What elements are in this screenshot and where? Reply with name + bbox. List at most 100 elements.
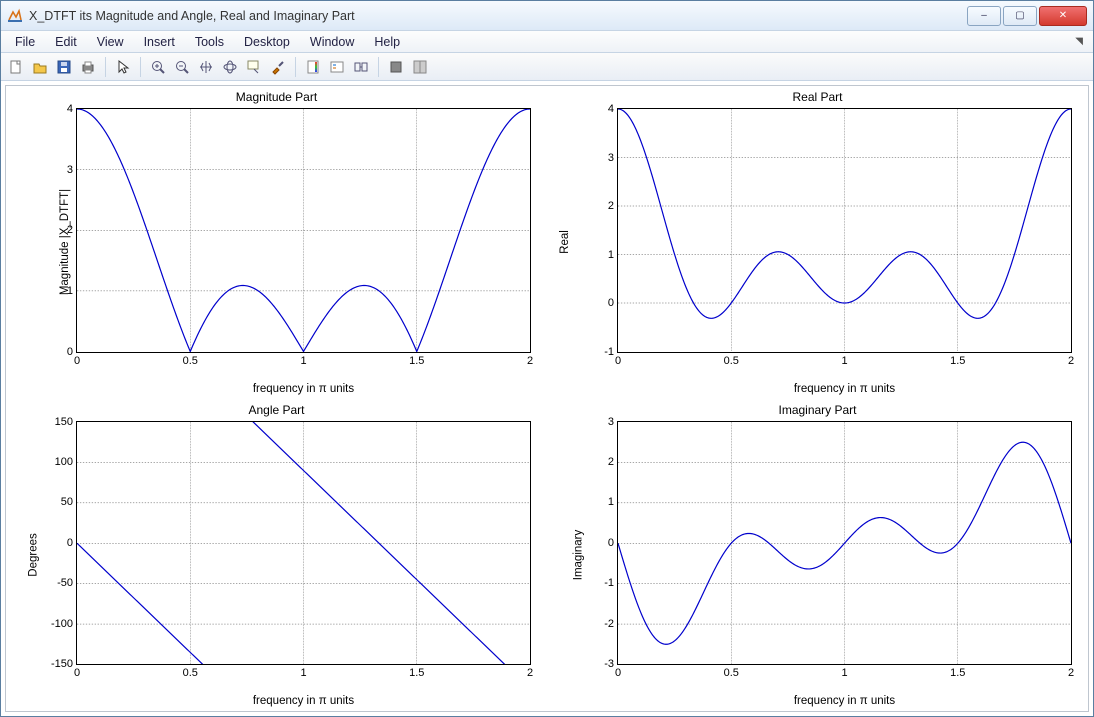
xtick-label: 1	[300, 355, 306, 367]
xtick-label: 0	[74, 667, 80, 679]
ylabel: Degrees	[28, 533, 40, 576]
ytick-label: 3	[67, 164, 73, 176]
menu-tools[interactable]: Tools	[187, 33, 232, 51]
pan-icon[interactable]	[197, 58, 215, 76]
gridlines	[618, 109, 1071, 352]
subplot-imaginary: Imaginary PartImaginaryfrequency in π un…	[547, 399, 1088, 712]
plot-svg	[77, 109, 530, 352]
ytick-label: 0	[67, 346, 73, 358]
xtick-label: 0	[615, 355, 621, 367]
gridlines	[77, 109, 530, 352]
ytick-label: 2	[608, 200, 614, 212]
pointer-icon[interactable]	[114, 58, 132, 76]
ytick-label: 4	[608, 103, 614, 115]
menubar: File Edit View Insert Tools Desktop Wind…	[1, 31, 1093, 53]
insert-colorbar-icon[interactable]	[304, 58, 322, 76]
brush-icon[interactable]	[269, 58, 287, 76]
ytick-label: 0	[608, 537, 614, 549]
plot-svg	[618, 422, 1071, 665]
menu-desktop[interactable]: Desktop	[236, 33, 298, 51]
xtick-label: 1.5	[950, 667, 965, 679]
xtick-label: 2	[1068, 667, 1074, 679]
figure-window: X_DTFT its Magnitude and Angle, Real and…	[0, 0, 1094, 717]
ytick-label: 4	[67, 103, 73, 115]
plot-svg	[618, 109, 1071, 352]
save-icon[interactable]	[55, 58, 73, 76]
subplot-title: Real Part	[547, 90, 1088, 104]
menu-edit[interactable]: Edit	[47, 33, 85, 51]
ytick-label: 2	[67, 224, 73, 236]
xtick-label: 0.5	[183, 667, 198, 679]
xtick-label: 0.5	[183, 355, 198, 367]
xtick-label: 2	[527, 355, 533, 367]
show-plot-tools-icon[interactable]	[411, 58, 429, 76]
ytick-label: -1	[604, 577, 614, 589]
toolbar-separator	[140, 57, 141, 77]
plot-svg	[77, 422, 530, 665]
ylabel: Magnitude |X_DTFT|	[59, 189, 71, 295]
titlebar[interactable]: X_DTFT its Magnitude and Angle, Real and…	[1, 1, 1093, 31]
xtick-label: 0	[615, 667, 621, 679]
open-file-icon[interactable]	[31, 58, 49, 76]
subplot-angle: Angle Part Degrees frequency in π units -1…	[6, 399, 547, 712]
xtick-label: 1	[300, 667, 306, 679]
xtick-label: 1.5	[409, 355, 424, 367]
axes[interactable]: -3-2-1012300.511.52	[617, 421, 1072, 666]
new-file-icon[interactable]	[7, 58, 25, 76]
insert-legend-icon[interactable]	[328, 58, 346, 76]
xtick-label: 1	[841, 355, 847, 367]
toolbar-separator	[378, 57, 379, 77]
menu-window[interactable]: Window	[302, 33, 362, 51]
minimize-button[interactable]: –	[967, 6, 1001, 26]
xtick-label: 0.5	[724, 667, 739, 679]
menu-view[interactable]: View	[89, 33, 132, 51]
toolbar	[1, 53, 1093, 81]
subplot-title: Angle Part	[6, 403, 547, 417]
ytick-label: -3	[604, 658, 614, 670]
ytick-label: 0	[608, 297, 614, 309]
zoom-out-icon[interactable]	[173, 58, 191, 76]
ytick-label: 3	[608, 152, 614, 164]
xlabel: frequency in π units	[76, 695, 531, 707]
axes[interactable]: -150-100-5005010015000.511.52	[76, 421, 531, 666]
rotate3d-icon[interactable]	[221, 58, 239, 76]
subplot-title: Magnitude Part	[6, 90, 547, 104]
xlabel: frequency in π units	[617, 695, 1072, 707]
menu-file[interactable]: File	[7, 33, 43, 51]
toolbar-separator	[295, 57, 296, 77]
xtick-label: 0	[74, 355, 80, 367]
xlabel: frequency in π units	[617, 383, 1072, 395]
ytick-label: 1	[608, 249, 614, 261]
gridlines	[77, 422, 530, 665]
data-cursor-icon[interactable]	[245, 58, 263, 76]
ytick-label: 1	[608, 496, 614, 508]
ytick-label: 100	[55, 456, 73, 468]
zoom-in-icon[interactable]	[149, 58, 167, 76]
figure-area: Magnitude Part Magnitude |X_DTFT| frequenc…	[5, 85, 1089, 712]
window-controls: – ▢ ✕	[965, 6, 1087, 26]
subplot-real: Real PartRealfrequency in π units -10123…	[547, 86, 1088, 399]
axes[interactable]: 0123400.511.52	[76, 108, 531, 353]
xtick-label: 1	[841, 667, 847, 679]
subplot-title: Imaginary Part	[547, 403, 1088, 417]
toolbar-separator	[105, 57, 106, 77]
xtick-label: 2	[527, 667, 533, 679]
maximize-button[interactable]: ▢	[1003, 6, 1037, 26]
ytick-label: 50	[61, 496, 73, 508]
ytick-label: -1	[604, 346, 614, 358]
ytick-label: 150	[55, 416, 73, 428]
ytick-label: -150	[51, 658, 73, 670]
print-icon[interactable]	[79, 58, 97, 76]
xtick-label: 1.5	[409, 667, 424, 679]
axes[interactable]: -10123400.511.52	[617, 108, 1072, 353]
ylabel: Real	[559, 230, 571, 254]
xtick-label: 1.5	[950, 355, 965, 367]
link-plot-icon[interactable]	[352, 58, 370, 76]
xlabel: frequency in π units	[76, 383, 531, 395]
hide-plot-tools-icon[interactable]	[387, 58, 405, 76]
close-button[interactable]: ✕	[1039, 6, 1087, 26]
ytick-label: -2	[604, 618, 614, 630]
menu-insert[interactable]: Insert	[136, 33, 183, 51]
menubar-corner-icon[interactable]: ◥	[1075, 36, 1087, 47]
menu-help[interactable]: Help	[366, 33, 408, 51]
